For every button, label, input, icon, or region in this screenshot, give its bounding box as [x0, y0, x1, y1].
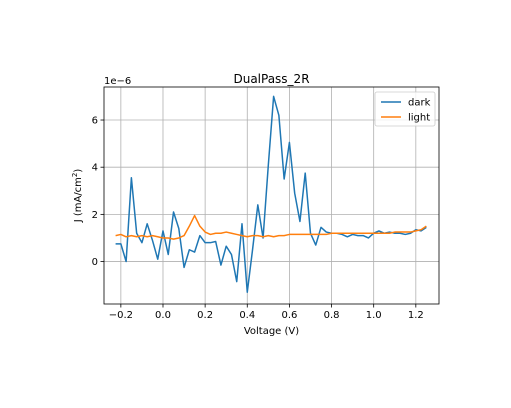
x-axis: −0.2 0.0 0.2 0.4 0.6 0.8 1.0 1.2 [109, 304, 424, 321]
x-tick-label: 1.2 [408, 310, 424, 321]
y-axis: 0 2 4 6 [92, 116, 104, 268]
plot-frame [103, 86, 440, 305]
legend-label-dark: dark [408, 98, 431, 109]
x-tick-label: 0.8 [324, 310, 340, 321]
y-tick-label: 0 [92, 257, 98, 268]
y-axis-label-main: J (mA/cm [73, 177, 84, 223]
y-tick-label: 2 [92, 210, 98, 221]
y-tick-label: 4 [92, 163, 98, 174]
series-line-light [115, 214, 427, 240]
chart-title: DualPass_2R [233, 72, 309, 86]
y-axis-label-end: ) [73, 169, 84, 173]
x-tick-label: 1.0 [366, 310, 382, 321]
x-axis-label: Voltage (V) [244, 326, 299, 337]
y-axis-label: J (mA/cm2) [71, 169, 84, 224]
x-tick-label: 0.4 [239, 310, 255, 321]
y-tick-label: 6 [92, 116, 98, 127]
y-axis-label-superscript: 2 [71, 173, 79, 177]
legend: dark light [374, 91, 436, 127]
y-offset-label: 1e−6 [104, 76, 131, 87]
x-tick-label: −0.2 [109, 310, 133, 321]
x-tick-label: 0.2 [197, 310, 213, 321]
x-tick-label: 0.6 [281, 310, 297, 321]
legend-label-light: light [408, 113, 430, 124]
plot-lines [115, 95, 427, 293]
x-tick-label: 0.0 [155, 310, 171, 321]
